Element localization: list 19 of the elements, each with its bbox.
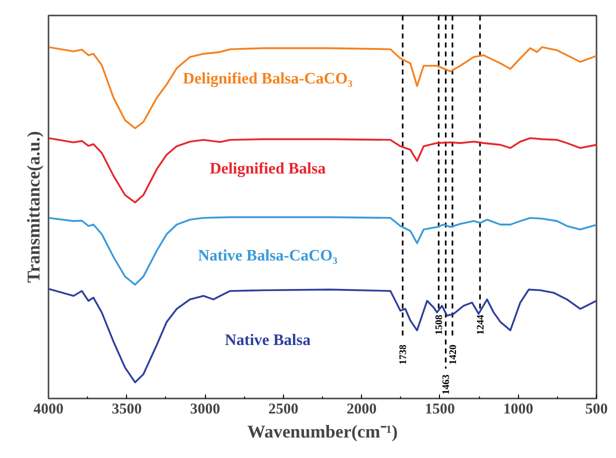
- series-label: Delignified Balsa-CaCO₃: [182, 70, 353, 88]
- ref-line-label: 1508: [434, 314, 446, 335]
- ref-line-label: 1420: [448, 344, 459, 365]
- x-tick-label: 1000: [503, 402, 534, 418]
- x-tick-label: 2500: [268, 402, 298, 418]
- series-label: Native Balsa-CaCO₃: [198, 247, 338, 264]
- x-tick-label: 3500: [112, 402, 142, 418]
- ref-line-label: 1738: [398, 344, 410, 365]
- x-axis-title: Wavenumber(cm⁻¹): [247, 422, 398, 442]
- x-tick-label: 1500: [424, 402, 455, 418]
- x-tick-label: 2000: [346, 402, 377, 418]
- x-tick-label: 4000: [34, 402, 64, 418]
- x-tick-label: 3000: [190, 402, 220, 418]
- ref-line-label: 1244: [476, 314, 487, 335]
- x-tick-label: 500: [585, 402, 608, 418]
- y-axis-title: Transmittance(a.u.): [24, 131, 44, 283]
- series-label: Delignified Balsa: [210, 160, 326, 178]
- ref-line-label: 1463: [441, 374, 452, 394]
- text: Native Balsa: [224, 332, 311, 350]
